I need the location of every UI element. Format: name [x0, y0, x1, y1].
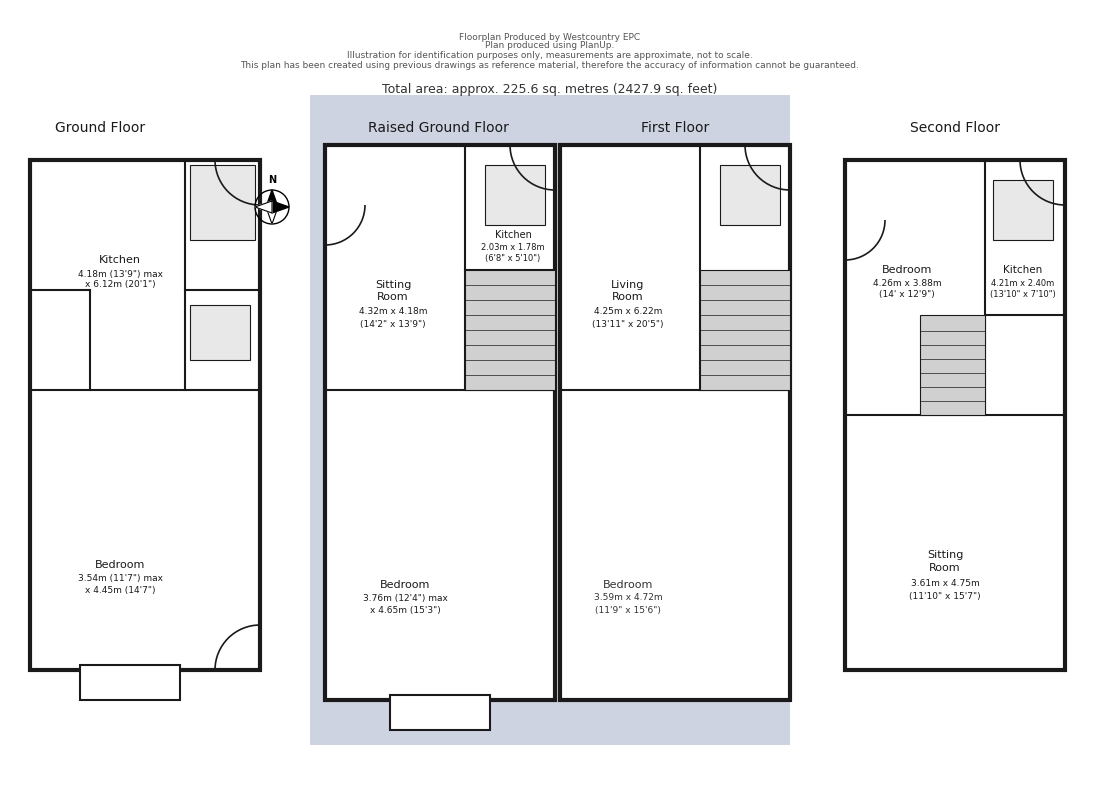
Polygon shape	[266, 207, 278, 224]
Polygon shape	[255, 201, 272, 213]
Polygon shape	[266, 190, 278, 207]
Text: (13'10" x 7'10"): (13'10" x 7'10")	[990, 290, 1056, 299]
Text: 4.21m x 2.40m: 4.21m x 2.40m	[991, 278, 1055, 287]
Bar	[700, 270, 790, 390]
Bar	[390, 695, 490, 730]
Bar	[190, 165, 255, 240]
Bar	[920, 315, 984, 415]
Bar	[993, 180, 1053, 240]
Bar	[30, 160, 260, 670]
Bar	[465, 270, 556, 390]
Text: x 4.45m (14'7"): x 4.45m (14'7")	[85, 586, 155, 594]
Text: Total area: approx. 225.6 sq. metres (2427.9 sq. feet): Total area: approx. 225.6 sq. metres (24…	[383, 83, 717, 97]
Text: Illustration for identification purposes only, measurements are approximate, not: Illustration for identification purposes…	[348, 50, 752, 59]
Text: This plan has been created using previous drawings as reference material, theref: This plan has been created using previou…	[241, 61, 859, 70]
Text: 3.61m x 4.75m: 3.61m x 4.75m	[911, 578, 979, 587]
Text: Room: Room	[377, 292, 409, 302]
Text: Kitchen: Kitchen	[495, 230, 531, 240]
Text: Living: Living	[612, 280, 645, 290]
Bar	[80, 665, 180, 700]
Bar	[560, 145, 790, 700]
Text: Room: Room	[930, 563, 960, 573]
Text: x 4.65m (15'3"): x 4.65m (15'3")	[370, 606, 440, 615]
Text: Sitting: Sitting	[375, 280, 411, 290]
Text: Bedroom: Bedroom	[603, 580, 653, 590]
Bar	[845, 160, 1065, 670]
Text: Raised Ground Floor: Raised Ground Floor	[367, 121, 508, 135]
Text: Kitchen: Kitchen	[99, 255, 141, 265]
Text: x 6.12m (20'1"): x 6.12m (20'1")	[85, 281, 155, 290]
Text: N: N	[268, 175, 276, 185]
Text: (13'11" x 20'5"): (13'11" x 20'5")	[592, 319, 663, 329]
Text: Kitchen: Kitchen	[1003, 265, 1043, 275]
Polygon shape	[272, 201, 289, 213]
Text: (14' x 12'9"): (14' x 12'9")	[879, 290, 935, 299]
Bar	[324, 145, 556, 700]
Bar	[720, 165, 780, 225]
Text: Second Floor: Second Floor	[910, 121, 1000, 135]
Text: Ground Floor: Ground Floor	[55, 121, 145, 135]
Text: (14'2" x 13'9"): (14'2" x 13'9")	[360, 319, 426, 329]
Text: (11'9" x 15'6"): (11'9" x 15'6")	[595, 606, 661, 615]
Text: Floorplan Produced by Westcountry EPC: Floorplan Produced by Westcountry EPC	[460, 33, 640, 42]
Text: 4.18m (13'9") max: 4.18m (13'9") max	[77, 270, 163, 278]
Text: 3.54m (11'7") max: 3.54m (11'7") max	[77, 574, 163, 582]
Text: 4.26m x 3.88m: 4.26m x 3.88m	[872, 278, 942, 287]
Text: First Floor: First Floor	[641, 121, 710, 135]
Text: hills
morgan: hills morgan	[398, 358, 698, 502]
Text: (6'8" x 5'10"): (6'8" x 5'10")	[485, 254, 540, 262]
Text: Sitting: Sitting	[927, 550, 964, 560]
Bar	[485, 165, 544, 225]
Bar	[190, 305, 250, 360]
Text: 4.32m x 4.18m: 4.32m x 4.18m	[359, 307, 427, 317]
Text: (11'10" x 15'7"): (11'10" x 15'7")	[910, 591, 981, 601]
Text: 4.25m x 6.22m: 4.25m x 6.22m	[594, 307, 662, 317]
Text: Bedroom: Bedroom	[882, 265, 932, 275]
Bar	[310, 95, 790, 745]
Text: 2.03m x 1.78m: 2.03m x 1.78m	[481, 242, 544, 251]
Text: 3.76m (12'4") max: 3.76m (12'4") max	[363, 594, 448, 602]
Text: Room: Room	[613, 292, 644, 302]
Text: 3.59m x 4.72m: 3.59m x 4.72m	[594, 594, 662, 602]
Text: Bedroom: Bedroom	[379, 580, 430, 590]
Text: Bedroom: Bedroom	[95, 560, 145, 570]
Text: Plan produced using PlanUp.: Plan produced using PlanUp.	[485, 42, 615, 50]
